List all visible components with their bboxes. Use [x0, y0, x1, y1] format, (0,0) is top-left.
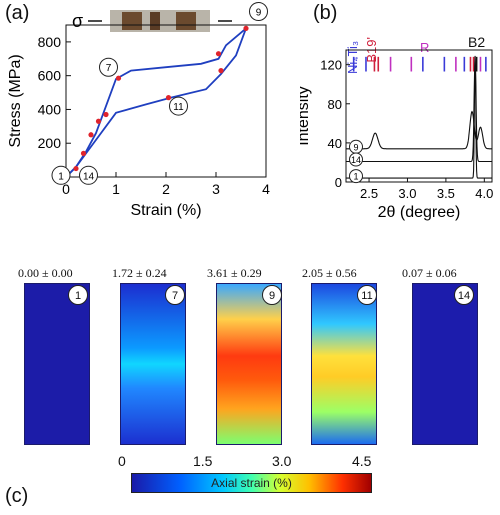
state-badge-label: 7 — [106, 63, 112, 74]
loading-curve — [65, 27, 247, 178]
curve-9-badge-label: 9 — [353, 142, 358, 152]
xrd-x-tick-label: 3.0 — [398, 186, 416, 201]
specimen-photo: σ — [72, 10, 232, 32]
xrd-x-axis-title: 2θ (degree) — [378, 204, 461, 221]
plot-frame — [65, 24, 267, 178]
curve-14 — [346, 58, 492, 163]
data-marker — [103, 111, 109, 118]
specimen-grip-right — [176, 12, 196, 30]
curve-1-badge-label: 1 — [353, 172, 358, 182]
state-badge-label: 9 — [256, 7, 262, 18]
strain-map-11 — [311, 283, 377, 445]
phase-label-r: R — [420, 40, 429, 55]
specimen-grip-left — [122, 12, 142, 30]
curve-14-badge — [349, 152, 363, 167]
y-tick-label: 800 — [38, 34, 62, 50]
map-11-strain: 2.05 ± 0.56 — [302, 266, 357, 280]
data-marker — [80, 150, 87, 156]
map-1-strain: 0.00 ± 0.00 — [18, 266, 73, 280]
colorbar — [131, 473, 372, 493]
x-tick-label: 1 — [112, 181, 120, 197]
xrd-x-tick-label: 4.0 — [475, 186, 493, 201]
map-7-state-badge: 7 — [165, 285, 185, 305]
colorbar-tick-0: 0 — [118, 453, 126, 469]
data-marker — [88, 132, 94, 138]
phase-labels: Ni₄Ti₃ B19' R B2 — [345, 34, 485, 74]
state-badge-label: 1 — [58, 171, 64, 182]
panel-c-label: (c) — [5, 485, 29, 507]
map-11-state-badge: 11 — [357, 285, 377, 305]
colorbar-title: Axial strain (%) — [211, 476, 292, 490]
x-tick-label: 4 — [262, 181, 270, 197]
data-marker — [73, 165, 79, 172]
phase-label-ni4ti3: Ni₄Ti₃ — [345, 41, 360, 74]
x-tick-label: 3 — [212, 181, 220, 197]
state-badge-11 — [169, 96, 188, 116]
state-badge-14 — [79, 165, 98, 185]
xrd-y-tick-label: 0 — [335, 175, 342, 190]
data-marker — [165, 95, 172, 101]
x-tick-label: 0 — [62, 181, 70, 197]
sigma-left: σ — [72, 11, 83, 31]
xrd-y-tick-label: 80 — [328, 97, 342, 112]
colorbar-tick-4-5: 4.5 — [352, 453, 372, 469]
xrd-x-tick-label: 2.5 — [360, 186, 378, 201]
data-marker — [218, 68, 224, 74]
x-tick-label: 2 — [162, 181, 170, 197]
strain-map-14 — [412, 283, 478, 445]
state-badge-label: 11 — [173, 102, 184, 113]
curve-9 — [346, 110, 492, 150]
panel-a-label: (a) — [5, 2, 30, 24]
strain-map-9 — [216, 283, 282, 445]
x-axis-title: Strain (%) — [130, 202, 201, 219]
state-badge-1 — [51, 165, 71, 185]
data-marker — [95, 118, 102, 124]
map-1-state-badge: 1 — [68, 285, 88, 305]
specimen-grip-mid — [150, 12, 160, 30]
colorbar-tick-1-5: 1.5 — [193, 453, 213, 469]
y-tick-label: 200 — [38, 135, 62, 151]
y-axis-title: Stress (MPa) — [7, 54, 24, 147]
xrd-chart: Ni₄Ti₃ B19' R B2 2.5 3.0 3.5 4.0 0 40 80 120 9 1… — [300, 34, 493, 221]
map-9-strain: 3.61 ± 0.29 — [207, 266, 262, 280]
xrd-y-axis-title: Intensity — [300, 86, 312, 146]
strain-map-7 — [120, 283, 186, 445]
xrd-plot-frame — [345, 49, 493, 183]
y-tick-label: 400 — [38, 101, 62, 117]
xrd-y-tick-label: 120 — [320, 58, 342, 73]
data-marker — [243, 25, 249, 31]
xrd-x-tick-label: 3.5 — [437, 186, 455, 201]
unloading-curve — [65, 28, 247, 178]
curve-1 — [346, 55, 492, 179]
data-marker — [115, 75, 122, 81]
map-14-strain: 0.07 ± 0.06 — [402, 266, 457, 280]
map-9-state-badge: 9 — [262, 285, 282, 305]
curve-14-badge-label: 14 — [351, 155, 361, 165]
state-badge-label: 14 — [83, 171, 95, 182]
curve-1-badge — [349, 169, 363, 184]
map-7-strain: 1.72 ± 0.24 — [112, 266, 167, 280]
colorbar-tick-3-0: 3.0 — [272, 453, 292, 469]
map-14-state-badge: 14 — [454, 285, 474, 305]
data-marker — [215, 51, 222, 57]
panel-b-label: (b) — [313, 2, 338, 24]
phase-label-b2: B2 — [468, 34, 485, 50]
strain-map-1 — [24, 283, 90, 445]
xrd-y-tick-label: 40 — [328, 136, 342, 151]
state-badge-9 — [249, 1, 268, 21]
y-tick-label: 600 — [38, 68, 62, 84]
state-badge-7 — [99, 57, 118, 77]
